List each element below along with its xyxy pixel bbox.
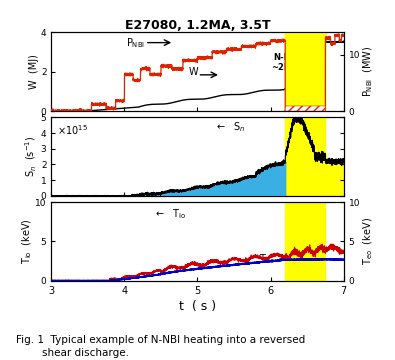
Y-axis label: S$_n$  (s$^{-1}$): S$_n$ (s$^{-1}$): [24, 136, 40, 177]
Bar: [285, 32, 325, 111]
Text: $\leftarrow$  T$_\mathrm{io}$: $\leftarrow$ T$_\mathrm{io}$: [154, 207, 186, 221]
Y-axis label: P$_\mathrm{NBI}$  (MW): P$_\mathrm{NBI}$ (MW): [361, 46, 375, 97]
Bar: [285, 32, 325, 111]
Y-axis label: T$_\mathrm{eo}$  (keV): T$_\mathrm{eo}$ (keV): [361, 217, 375, 265]
Bar: [285, 202, 325, 281]
Y-axis label: T$_\mathrm{io}$  (keV): T$_\mathrm{io}$ (keV): [20, 219, 34, 264]
Text: $\times 10^{15}$: $\times 10^{15}$: [57, 123, 88, 136]
Text: P$_\mathrm{NBI}$: P$_\mathrm{NBI}$: [126, 36, 145, 50]
Text: T$_\mathrm{eo}$ $\rightarrow$: T$_\mathrm{eo}$ $\rightarrow$: [259, 252, 288, 266]
Title: E27080, 1.2MA, 3.5T: E27080, 1.2MA, 3.5T: [125, 19, 270, 32]
Bar: [285, 117, 325, 196]
Text: $\leftarrow$  S$_n$: $\leftarrow$ S$_n$: [215, 121, 245, 134]
Text: W: W: [189, 67, 198, 77]
X-axis label: t  ( s ): t ( s ): [179, 300, 216, 313]
Text: N-NBI
~2MW: N-NBI ~2MW: [271, 53, 302, 72]
Y-axis label: W  (MJ): W (MJ): [29, 54, 40, 89]
Text: Fig. 1  Typical example of N-NBI heating into a reversed
        shear discharge: Fig. 1 Typical example of N-NBI heating …: [16, 335, 305, 358]
